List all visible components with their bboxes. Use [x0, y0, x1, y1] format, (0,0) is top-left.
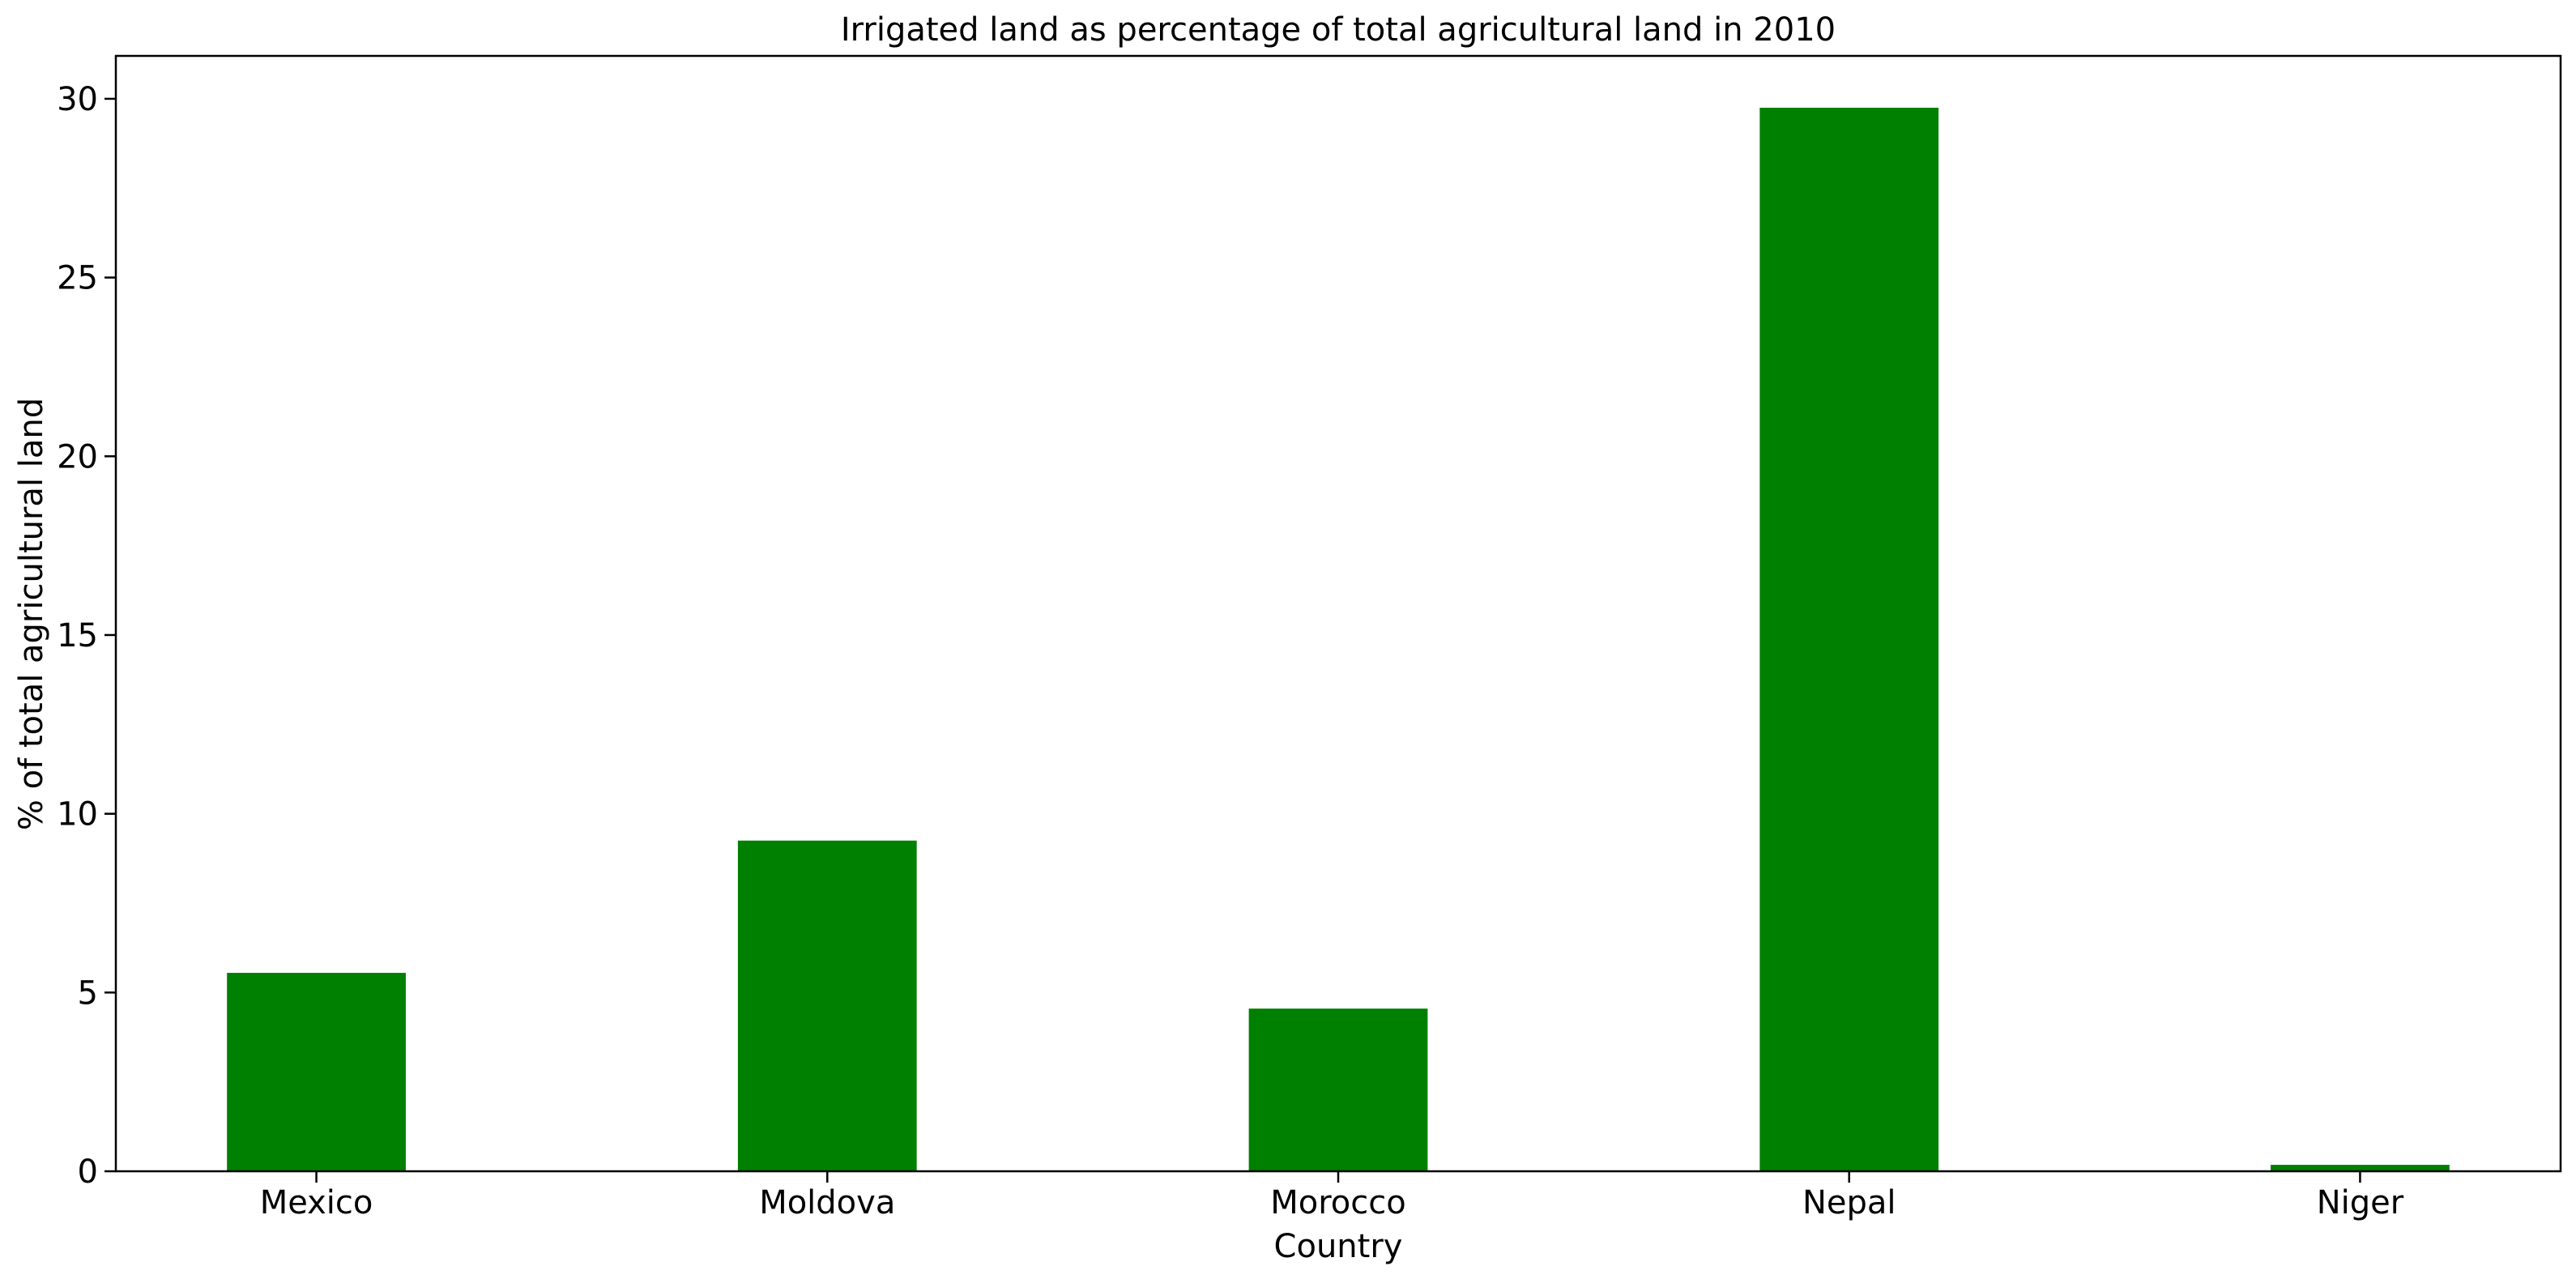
bar-morocco	[1248, 1008, 1428, 1171]
bar-niger	[2271, 1165, 2450, 1171]
y-tick-label: 20	[57, 438, 98, 475]
x-tick-label: Mexico	[260, 1184, 373, 1221]
plot-area-frame	[114, 54, 2562, 1173]
bar-nepal	[1759, 107, 1939, 1171]
x-tick-label: Nepal	[1802, 1184, 1896, 1221]
y-tick-label: 10	[57, 796, 98, 833]
chart-title: Irrigated land as percentage of total ag…	[841, 11, 1836, 49]
y-tick-label: 15	[57, 617, 98, 654]
x-tick-label: Moldova	[759, 1184, 895, 1221]
y-tick-label: 0	[78, 1153, 98, 1191]
bar-moldova	[737, 840, 917, 1171]
y-axis-label: % of total agricultural land	[13, 398, 50, 830]
y-tick-label: 30	[57, 81, 98, 118]
y-axis-ticks: 0 5 10 15 20 25 30	[57, 81, 116, 1191]
y-tick-label: 25	[57, 260, 98, 297]
bars-group	[227, 107, 2450, 1171]
x-axis-label: Country	[1274, 1228, 1403, 1265]
x-axis-ticks: Mexico Moldova Morocco Nepal Niger	[260, 1171, 2404, 1221]
x-tick-label: Morocco	[1270, 1184, 1405, 1221]
x-tick-label: Niger	[2317, 1184, 2404, 1221]
bar-mexico	[227, 973, 406, 1171]
y-tick-label: 5	[78, 974, 98, 1012]
